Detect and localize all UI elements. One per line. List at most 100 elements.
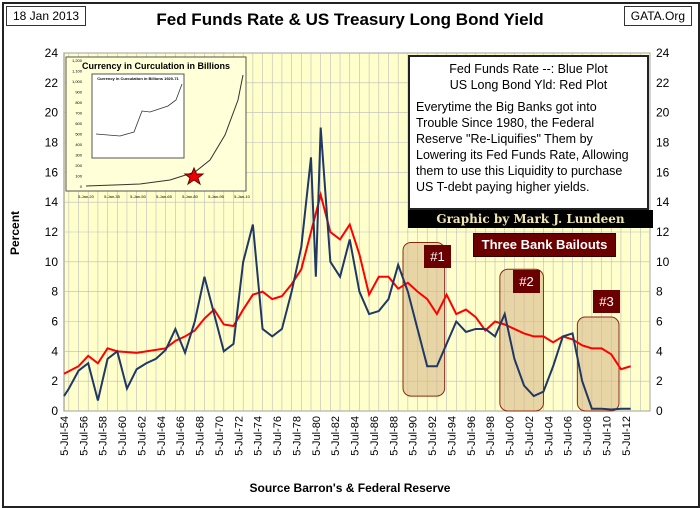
y-tick-label: 24 <box>45 46 59 60</box>
inset-y-tick: 100 <box>75 174 82 179</box>
legend-box: Fed Funds Rate --: Blue Plot US Long Bon… <box>408 55 649 210</box>
x-tick-label: 5-Jul-72 <box>233 416 245 456</box>
x-tick-label: 5-Jul-66 <box>175 416 187 456</box>
inset-x-tick: 5-Jan-10 <box>234 194 251 199</box>
x-tick-label: 5-Jul-92 <box>427 416 439 456</box>
site-label: GATA.Org <box>623 6 692 26</box>
x-tick-label: 5-Jul-08 <box>582 416 594 456</box>
inset-currency-line <box>85 74 244 187</box>
y-tick-label-right: 2 <box>656 374 663 388</box>
inset-y-tick: 200 <box>75 163 82 168</box>
x-tick-label: 5-Jul-00 <box>505 416 517 456</box>
x-tick-label: 5-Jul-06 <box>563 416 575 456</box>
y-tick-label-right: 16 <box>656 165 670 179</box>
x-tick-label: 5-Jul-90 <box>408 416 420 456</box>
x-tick-label: 5-Jul-10 <box>601 416 613 456</box>
x-tick-label: 5-Jul-98 <box>485 416 497 456</box>
y-tick-label: 16 <box>45 165 59 179</box>
y-tick-label-right: 22 <box>656 76 670 90</box>
bailout-box-3 <box>576 316 620 412</box>
y-tick-label-right: 20 <box>656 106 670 120</box>
legend-red: US Long Bond Yld: Red Plot <box>449 78 608 92</box>
legend-blue: Fed Funds Rate --: Blue Plot <box>449 62 608 76</box>
y-tick-label: 12 <box>45 225 59 239</box>
legend-body: Everytime the Big Banks got into Trouble… <box>416 100 629 194</box>
x-tick-label: 5-Jul-84 <box>350 416 362 456</box>
inset-inner-chart <box>91 73 185 159</box>
x-tick-label: 5-Jul-80 <box>311 416 323 456</box>
x-tick-label: 5-Jul-78 <box>291 416 303 456</box>
x-tick-label: 5-Jul-82 <box>330 416 342 456</box>
inset-inner-line <box>95 83 183 137</box>
series-line-fed-funds <box>63 127 631 411</box>
bailout-box-1 <box>402 241 446 397</box>
y-tick-label-right: 12 <box>656 225 670 239</box>
x-tick-label: 5-Jul-02 <box>524 416 536 456</box>
inset-x-tick: 5-Jan-95 <box>208 194 225 199</box>
bailout-box-2 <box>499 268 544 412</box>
x-tick-label: 5-Jul-70 <box>214 416 226 456</box>
x-tick-label: 5-Jul-74 <box>253 416 265 456</box>
inset-y-tick: 1,200 <box>72 58 83 63</box>
bailout-label-2: #2 <box>513 270 540 293</box>
y-axis-label: Percent <box>8 210 22 255</box>
inset-x-tick: 5-Jan-65 <box>156 194 173 199</box>
x-tick-label: 5-Jul-76 <box>272 416 284 456</box>
series-line-long-bond <box>63 190 631 375</box>
y-tick-label-right: 18 <box>656 136 670 150</box>
y-tick-label-right: 4 <box>656 344 663 358</box>
x-tick-label: 5-Jul-62 <box>136 416 148 456</box>
inset-y-tick: 300 <box>75 153 82 158</box>
y-tick-label: 0 <box>51 404 58 418</box>
x-tick-label: 5-Jul-94 <box>446 416 458 456</box>
x-tick-label: 5-Jul-54 <box>59 416 71 456</box>
bailouts-title: Three Bank Bailouts <box>473 233 616 257</box>
y-tick-label-right: 24 <box>656 46 670 60</box>
x-tick-label: 5-Jul-88 <box>388 416 400 456</box>
x-tick-label: 5-Jul-58 <box>98 416 110 456</box>
x-tick-label: 5-Jul-56 <box>78 416 90 456</box>
inset-y-tick: 900 <box>75 90 82 95</box>
x-tick-label: 5-Jul-86 <box>369 416 381 456</box>
inset-title: Currency in Curculation in Billions <box>82 61 230 71</box>
y-tick-label: 22 <box>45 76 59 90</box>
x-tick-label: 5-Jul-60 <box>117 416 129 456</box>
inset-inner-title: Currency in Curculation in Billions 1920… <box>97 76 179 81</box>
date-label: 18 Jan 2013 <box>6 6 87 26</box>
y-tick-label: 8 <box>51 285 58 299</box>
y-tick-label-right: 6 <box>656 315 663 329</box>
y-tick-label: 6 <box>51 315 58 329</box>
inset-y-tick: 600 <box>75 121 82 126</box>
x-tick-label: 5-Jul-12 <box>621 416 633 456</box>
bailout-label-3: #3 <box>593 290 620 313</box>
inset-chart: Currency in Curculation in Billions 0 100 2… <box>65 56 251 199</box>
star-icon <box>183 166 205 186</box>
y-tick-label: 18 <box>45 136 59 150</box>
inset-x-tick: 5-Jan-50 <box>130 194 147 199</box>
inset-x-tick: 5-Jan-35 <box>104 194 121 199</box>
inset-y-tick: 400 <box>75 142 82 147</box>
y-tick-label: 4 <box>51 344 58 358</box>
y-tick-label-right: 10 <box>656 255 670 269</box>
y-tick-label: 20 <box>45 106 59 120</box>
y-tick-label-right: 14 <box>656 195 670 209</box>
inset-x-tick: 5-Jan-20 <box>78 194 95 199</box>
y-tick-label: 10 <box>45 255 59 269</box>
y-tick-label: 2 <box>51 374 58 388</box>
x-tick-label: 5-Jul-96 <box>466 416 478 456</box>
bailout-label-1: #1 <box>424 245 451 268</box>
y-tick-label-right: 0 <box>656 404 663 418</box>
inset-y-tick: 1,100 <box>72 69 83 74</box>
source-label: Source Barron's & Federal Reserve <box>249 481 451 495</box>
inset-y-tick: 700 <box>75 111 82 116</box>
inset-y-tick: 0 <box>80 184 83 189</box>
x-tick-label: 5-Jul-64 <box>156 416 168 456</box>
inset-x-tick: 5-Jan-80 <box>182 194 199 199</box>
credit-bar: Graphic by Mark J. Lundeen <box>408 210 653 228</box>
inset-y-tick: 500 <box>75 132 82 137</box>
y-tick-label-right: 8 <box>656 285 663 299</box>
y-tick-label: 14 <box>45 195 59 209</box>
